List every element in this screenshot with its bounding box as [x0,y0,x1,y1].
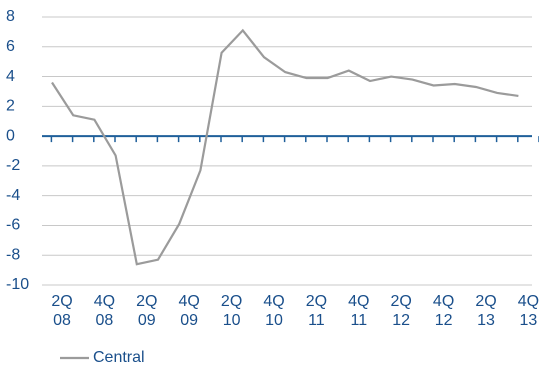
x-tick-label: 4Q 11 [348,293,370,329]
y-tick-label: 2 [6,98,15,115]
y-tick-label: -8 [6,246,20,263]
x-tick-label: 4Q 10 [263,293,285,329]
y-tick-label: 4 [6,68,15,85]
x-tick-label: 4Q 09 [178,293,200,329]
y-tick-label: 8 [6,8,15,25]
x-tick-label: 2Q 13 [475,293,497,329]
x-tick-label: 2Q 10 [220,293,243,329]
y-tick-label: -6 [6,217,20,234]
y-tick-label: -4 [6,187,20,204]
legend-label: Central [93,349,145,366]
y-tick-label: 6 [6,38,15,55]
x-tick-label: 2Q 09 [136,293,158,329]
line [51,28,519,266]
y-tick-label: 0 [6,127,15,144]
x-tick-label: 4Q 13 [517,293,539,329]
x-tick-label: 2Q 12 [390,293,412,329]
x-tick-label: 2Q 08 [51,293,73,329]
y-tick-label: -10 [6,276,29,293]
x-tick-label: 4Q 08 [93,293,116,329]
x-tick-label: 2Q 11 [305,293,328,329]
y-tick-label: -2 [6,157,20,174]
x-tick-label: 4Q 12 [432,293,455,329]
